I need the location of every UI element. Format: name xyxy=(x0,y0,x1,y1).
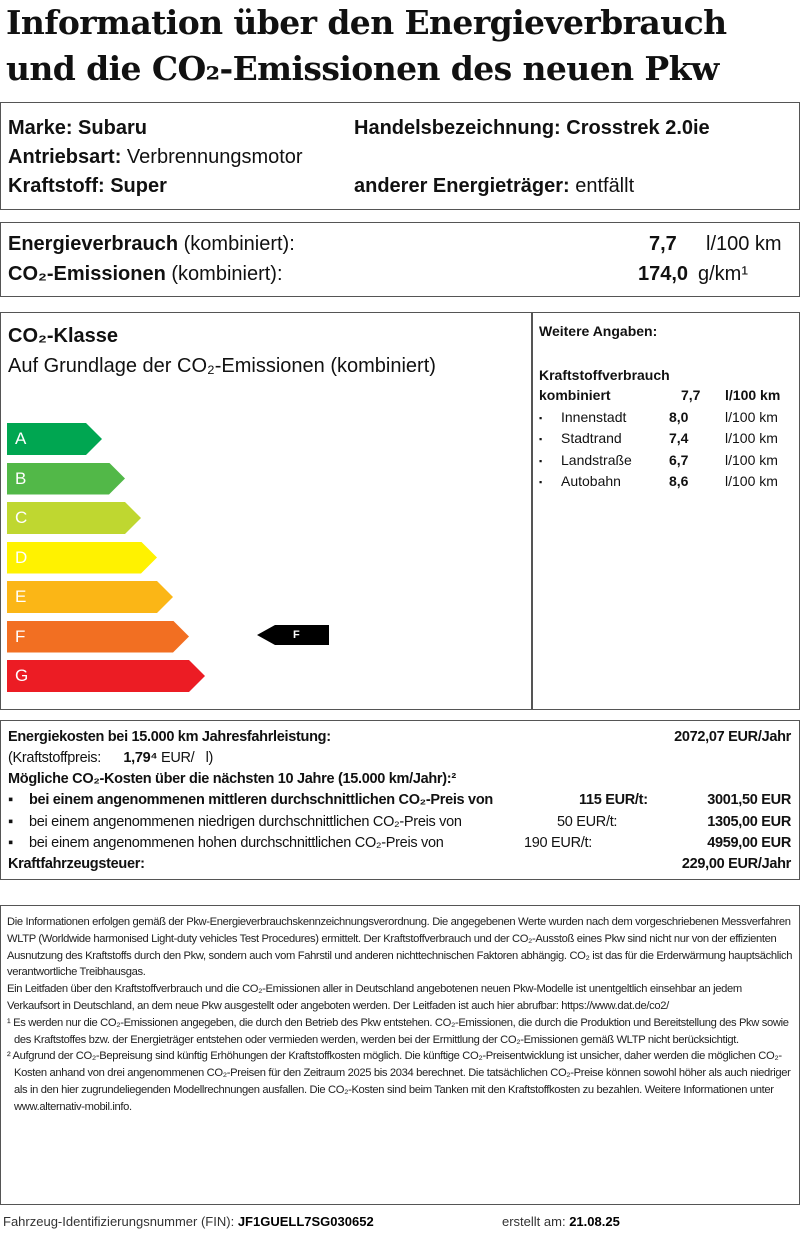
erstellt-value: 21.08.25 xyxy=(569,1214,620,1229)
consumption-unit: l/100 km xyxy=(725,430,778,446)
footnote-1: ¹ Es werden nur die CO₂-Emissionen angeg… xyxy=(7,1016,789,1046)
consumption-value: 8,0 xyxy=(669,408,689,425)
preis-unit: EUR/ l) xyxy=(160,750,214,766)
kombiniert-label: (kombiniert): xyxy=(183,233,295,255)
kraftstoff-label: Kraftstoff: xyxy=(8,175,105,197)
co2-kosten-value: 1305,00 EUR xyxy=(707,813,791,830)
consumption-value: 6,7 xyxy=(669,451,689,468)
class-bar-b: B xyxy=(7,463,125,495)
antrieb-label: Antriebsart: xyxy=(8,146,122,168)
class-bar-f: F xyxy=(7,621,189,653)
co2-kosten-value: 4959,00 EUR xyxy=(707,835,791,851)
co2-class-subheading: Auf Grundlage der CO₂-Emissionen (kombin… xyxy=(8,355,436,377)
current-class-indicator: F xyxy=(257,625,329,645)
class-bar-e: E xyxy=(7,581,173,613)
bullet-icon: ▪ xyxy=(539,477,543,487)
consumption-unit: l/100 km xyxy=(725,451,778,468)
consumption-unit: l/100 km xyxy=(725,408,778,425)
class-bar-c: C xyxy=(7,502,141,534)
co2-kosten-price: 190 EUR/t: xyxy=(524,835,592,851)
consumption-box: Energieverbrauch (kombiniert): 7,7 l/100… xyxy=(0,222,800,297)
handels-value: Crosstrek 2.0ie xyxy=(566,117,710,139)
class-bar-a: A xyxy=(7,423,102,455)
fin: Fahrzeug-Identifizierungsnummer (FIN): J… xyxy=(3,1214,374,1229)
energie-value: 7,7 xyxy=(649,233,677,255)
consumption-unit: l/100 km xyxy=(725,473,778,489)
andere-energietraeger: anderer Energieträger: entfällt xyxy=(354,175,634,198)
note-wltp: Die Informationen erfolgen gemäß der Pkw… xyxy=(7,916,793,979)
class-bar-g: G xyxy=(7,660,205,692)
kombiniert-label: (kombiniert): xyxy=(171,263,283,285)
preis-label: (Kraftstoffpreis: xyxy=(8,750,101,766)
fin-label: Fahrzeug-Identifizierungsnummer (FIN): xyxy=(3,1214,235,1229)
co2-emissionen: CO₂-Emissionen (kombiniert): xyxy=(8,263,283,286)
energie-label: Energieverbrauch xyxy=(8,233,179,255)
co2-kosten-text: bei einem angenommenen niedrigen durchsc… xyxy=(29,813,462,830)
co2-label: CO₂-Emissionen xyxy=(8,263,166,285)
bullet-icon: ▪ xyxy=(539,455,543,466)
co2-kosten-price: 115 EUR/t: xyxy=(579,792,648,808)
consumption-label: Innenstadt xyxy=(561,408,627,425)
marke: Marke: Subaru xyxy=(8,117,147,140)
current-class-letter: F xyxy=(293,629,300,641)
consumption-value: 7,4 xyxy=(669,430,689,446)
costs-box: Energiekosten bei 15.000 km Jahresfahrle… xyxy=(0,720,800,880)
class-bar-d: D xyxy=(7,542,157,574)
consumption-label: Stadtrand xyxy=(561,430,622,446)
fin-value: JF1GUELL7SG030652 xyxy=(237,1214,374,1229)
steuer-value: 229,00 EUR/Jahr xyxy=(681,856,791,872)
co2-kosten-value: 3001,50 EUR xyxy=(707,792,791,808)
consumption-label: Autobahn xyxy=(561,473,621,489)
kraftstoff-value: Super xyxy=(110,175,167,197)
bullet-icon: ▪ xyxy=(8,792,13,808)
andere-label: anderer Energieträger: xyxy=(354,175,570,197)
energiekosten-label: Energiekosten bei 15.000 km Jahresfahrle… xyxy=(8,729,331,745)
handels-label: Handelsbezeichnung: xyxy=(354,117,561,139)
bullet-icon: ▪ xyxy=(8,835,13,851)
erstellt: erstellt am: 21.08.25 xyxy=(502,1214,620,1229)
energieverbrauch: Energieverbrauch (kombiniert): xyxy=(8,233,295,256)
co2-kosten-heading: Mögliche CO₂-Kosten über die nächsten 10… xyxy=(8,771,456,787)
erstellt-label: erstellt am: xyxy=(502,1214,566,1229)
bullet-icon: ▪ xyxy=(539,434,543,444)
consumption-unit: l/100 km xyxy=(725,387,781,403)
bullet-icon: ▪ xyxy=(539,412,543,423)
kraftstoffpreis: (Kraftstoffpreis: 1,79⁴ EUR/ l) xyxy=(8,750,213,766)
andere-value: entfällt xyxy=(575,175,635,197)
kraftstoff: Kraftstoff: Super xyxy=(8,175,167,198)
vehicle-box: Marke: Subaru Handelsbezeichnung: Crosst… xyxy=(0,102,800,210)
handelsbezeichnung: Handelsbezeichnung: Crosstrek 2.0ie xyxy=(354,117,710,140)
energiekosten-value: 2072,07 EUR/Jahr xyxy=(674,729,791,745)
consumption-label: kombiniert xyxy=(539,387,611,403)
preis-value: 1,79⁴ xyxy=(123,750,158,766)
consumption-label: Landstraße xyxy=(561,451,632,468)
marke-value: Subaru xyxy=(78,117,147,139)
notes-box: Die Informationen erfolgen gemäß der Pkw… xyxy=(0,905,800,1205)
co2-class-box: CO₂-Klasse Auf Grundlage der CO₂-Emissio… xyxy=(0,312,800,710)
divider xyxy=(531,313,533,709)
antriebsart: Antriebsart: Verbrennungsmotor xyxy=(8,146,303,169)
marke-label: Marke: xyxy=(8,117,73,139)
energie-unit: l/100 km xyxy=(706,233,782,255)
co2-class-heading: CO₂-Klasse xyxy=(8,325,119,347)
co2-unit: g/km¹ xyxy=(698,263,748,285)
consumption-value: 8,6 xyxy=(669,473,689,489)
antrieb-value: Verbrennungsmotor xyxy=(126,146,303,168)
co2-kosten-price: 50 EUR/t: xyxy=(557,813,618,830)
weitere-sub: Kraftstoffverbrauch xyxy=(539,367,670,383)
title-line-1: Information über den Energieverbrauch xyxy=(6,3,727,42)
co2-kosten-text: bei einem angenommenen mittleren durchsc… xyxy=(29,792,493,808)
co2-value: 174,0 xyxy=(638,263,689,285)
bullet-icon: ▪ xyxy=(8,813,13,830)
weitere-heading: Weitere Angaben: xyxy=(539,323,658,339)
note-leitfaden: Ein Leitfaden über den Kraftstoffverbrau… xyxy=(7,983,742,1012)
title-line-2: und die CO₂-Emissionen des neuen Pkw xyxy=(6,49,719,88)
steuer-label: Kraftfahrzeugsteuer: xyxy=(8,856,145,872)
co2-kosten-text: bei einem angenommenen hohen durchschnit… xyxy=(29,835,444,851)
page-title: Information über den Energieverbrauch und… xyxy=(6,0,727,92)
footnote-2: ² Aufgrund der CO₂-Bepreisung sind künft… xyxy=(7,1050,791,1113)
consumption-value: 7,7 xyxy=(681,387,701,403)
